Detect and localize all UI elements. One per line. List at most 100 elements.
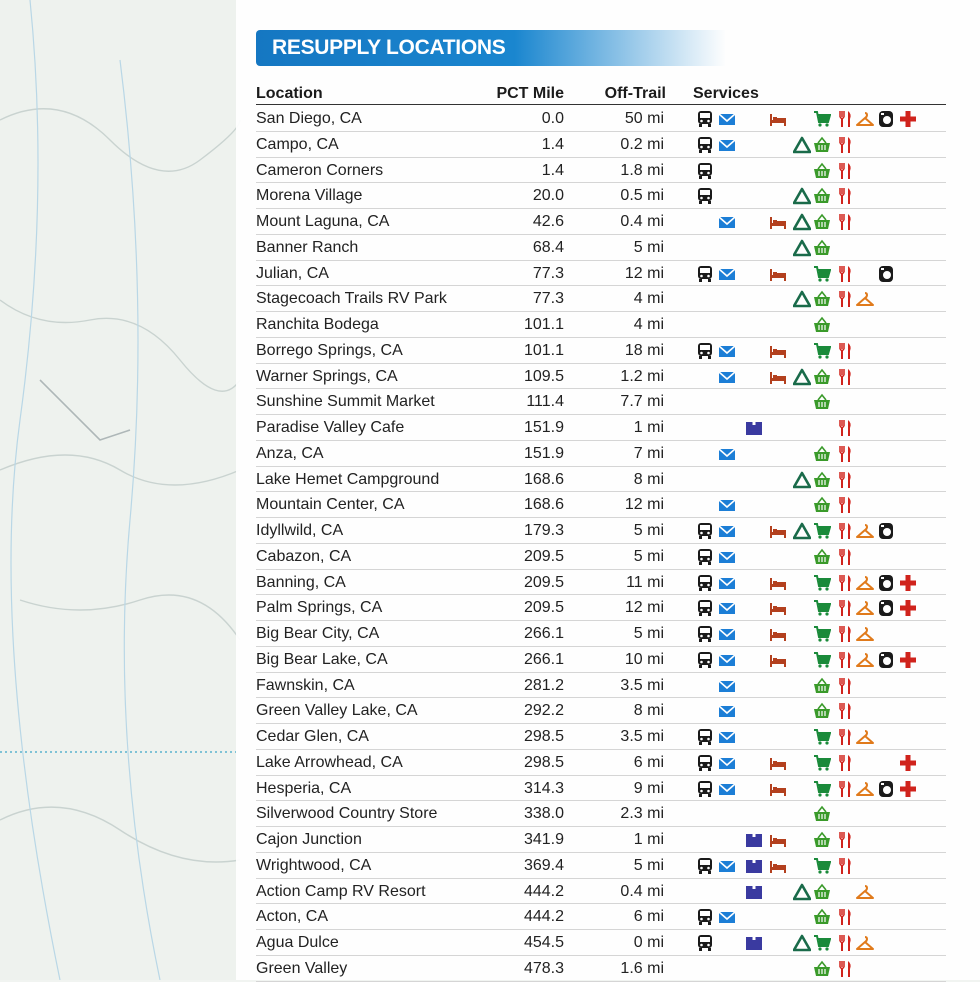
pct-mile: 1.4 bbox=[541, 135, 564, 153]
tent-icon bbox=[793, 187, 811, 205]
box-icon bbox=[745, 934, 763, 952]
first-aid-icon bbox=[899, 651, 917, 669]
services bbox=[696, 237, 946, 259]
table-row: Morena Village 20.0 0.5 mi bbox=[256, 183, 946, 209]
bus-icon bbox=[696, 754, 714, 772]
mail-icon bbox=[718, 728, 736, 746]
off-trail-distance: 6 mi bbox=[633, 753, 664, 771]
pct-mile: 454.5 bbox=[523, 934, 564, 951]
location-name: Cajon Junction bbox=[256, 831, 362, 848]
first-aid-icon bbox=[899, 754, 917, 772]
tent-icon bbox=[793, 883, 811, 901]
services bbox=[696, 700, 946, 722]
mail-icon bbox=[718, 110, 736, 128]
header-rule bbox=[256, 104, 946, 105]
pct-mile: 77.3 bbox=[532, 264, 564, 282]
table-row: Acton, CA 444.2 6 mi bbox=[256, 904, 946, 930]
mail-icon bbox=[718, 625, 736, 643]
services bbox=[696, 494, 946, 516]
fork-knife-icon bbox=[836, 702, 854, 720]
fork-knife-icon bbox=[836, 651, 854, 669]
fork-knife-icon bbox=[836, 780, 854, 798]
bed-icon bbox=[769, 522, 787, 540]
off-trail-distance: 1.2 mi bbox=[620, 367, 664, 385]
hanger-icon bbox=[856, 110, 874, 128]
table-row: Ranchita Bodega 101.1 4 mi bbox=[256, 312, 946, 338]
bus-icon bbox=[696, 651, 714, 669]
location-name: Wrightwood, CA bbox=[256, 856, 372, 874]
off-trail-distance: 18 mi bbox=[624, 341, 664, 359]
services bbox=[696, 752, 946, 774]
services bbox=[696, 417, 946, 439]
pct-mile: 444.2 bbox=[523, 882, 564, 900]
tent-icon bbox=[793, 934, 811, 952]
basket-icon bbox=[813, 239, 831, 257]
services bbox=[696, 649, 946, 671]
pct-mile: 168.6 bbox=[523, 470, 564, 488]
bus-icon bbox=[696, 908, 714, 926]
basket-icon bbox=[813, 702, 831, 720]
bus-icon bbox=[696, 548, 714, 566]
services bbox=[696, 263, 946, 285]
basket-icon bbox=[813, 960, 831, 978]
table-row: Campo, CA 1.4 0.2 mi bbox=[256, 132, 946, 158]
washer-icon bbox=[877, 651, 895, 669]
fork-knife-icon bbox=[836, 290, 854, 308]
table-row: Action Camp RV Resort 444.2 0.4 mi bbox=[256, 879, 946, 905]
location-name: San Diego, CA bbox=[256, 110, 362, 127]
basket-icon bbox=[813, 213, 831, 231]
mail-icon bbox=[718, 677, 736, 695]
location-name: Julian, CA bbox=[256, 264, 329, 282]
box-icon bbox=[745, 857, 763, 875]
location-name: Acton, CA bbox=[256, 908, 329, 926]
table-row: Green Valley 478.3 1.6 mi bbox=[256, 956, 946, 982]
mail-icon bbox=[718, 908, 736, 926]
fork-knife-icon bbox=[836, 213, 854, 231]
cart-icon bbox=[813, 599, 831, 617]
pct-mile: 151.9 bbox=[523, 419, 564, 436]
location-name: Big Bear City, CA bbox=[256, 625, 380, 642]
location-name: Idyllwild, CA bbox=[256, 522, 344, 539]
tent-icon bbox=[793, 290, 811, 308]
location-name: Big Bear Lake, CA bbox=[256, 650, 388, 668]
pct-mile: 281.2 bbox=[523, 676, 564, 694]
bed-icon bbox=[769, 213, 787, 231]
pct-mile: 179.3 bbox=[523, 522, 564, 539]
off-trail-distance: 12 mi bbox=[624, 599, 664, 617]
title-banner bbox=[256, 30, 726, 66]
bus-icon bbox=[696, 342, 714, 360]
mail-icon bbox=[718, 342, 736, 360]
location-name: Action Camp RV Resort bbox=[256, 882, 426, 900]
basket-icon bbox=[813, 393, 831, 411]
table-row: Palm Springs, CA 209.5 12 mi bbox=[256, 595, 946, 621]
off-trail-distance: 0.5 mi bbox=[620, 187, 664, 205]
pct-mile: 101.1 bbox=[523, 316, 564, 333]
off-trail-distance: 1.6 mi bbox=[620, 959, 664, 977]
mail-icon bbox=[718, 368, 736, 386]
cart-icon bbox=[813, 934, 831, 952]
bus-icon bbox=[696, 857, 714, 875]
services bbox=[696, 958, 946, 980]
basket-icon bbox=[813, 187, 831, 205]
table-row: Agua Dulce 454.5 0 mi bbox=[256, 930, 946, 956]
bed-icon bbox=[769, 342, 787, 360]
hanger-icon bbox=[856, 651, 874, 669]
first-aid-icon bbox=[899, 574, 917, 592]
pct-mile: 338.0 bbox=[523, 805, 564, 823]
off-trail-distance: 12 mi bbox=[624, 264, 664, 282]
mail-icon bbox=[718, 857, 736, 875]
cart-icon bbox=[813, 754, 831, 772]
header-off-trail: Off-Trail bbox=[604, 85, 666, 102]
fork-knife-icon bbox=[836, 522, 854, 540]
cart-icon bbox=[813, 857, 831, 875]
tent-icon bbox=[793, 522, 811, 540]
table-row: Banner Ranch 68.4 5 mi bbox=[256, 235, 946, 261]
tent-icon bbox=[793, 368, 811, 386]
basket-icon bbox=[813, 368, 831, 386]
off-trail-distance: 50 mi bbox=[624, 110, 664, 127]
off-trail-distance: 1.8 mi bbox=[620, 161, 664, 179]
tent-icon bbox=[793, 136, 811, 154]
services bbox=[696, 675, 946, 697]
table-row: Lake Hemet Campground 168.6 8 mi bbox=[256, 467, 946, 493]
cart-icon bbox=[813, 110, 831, 128]
